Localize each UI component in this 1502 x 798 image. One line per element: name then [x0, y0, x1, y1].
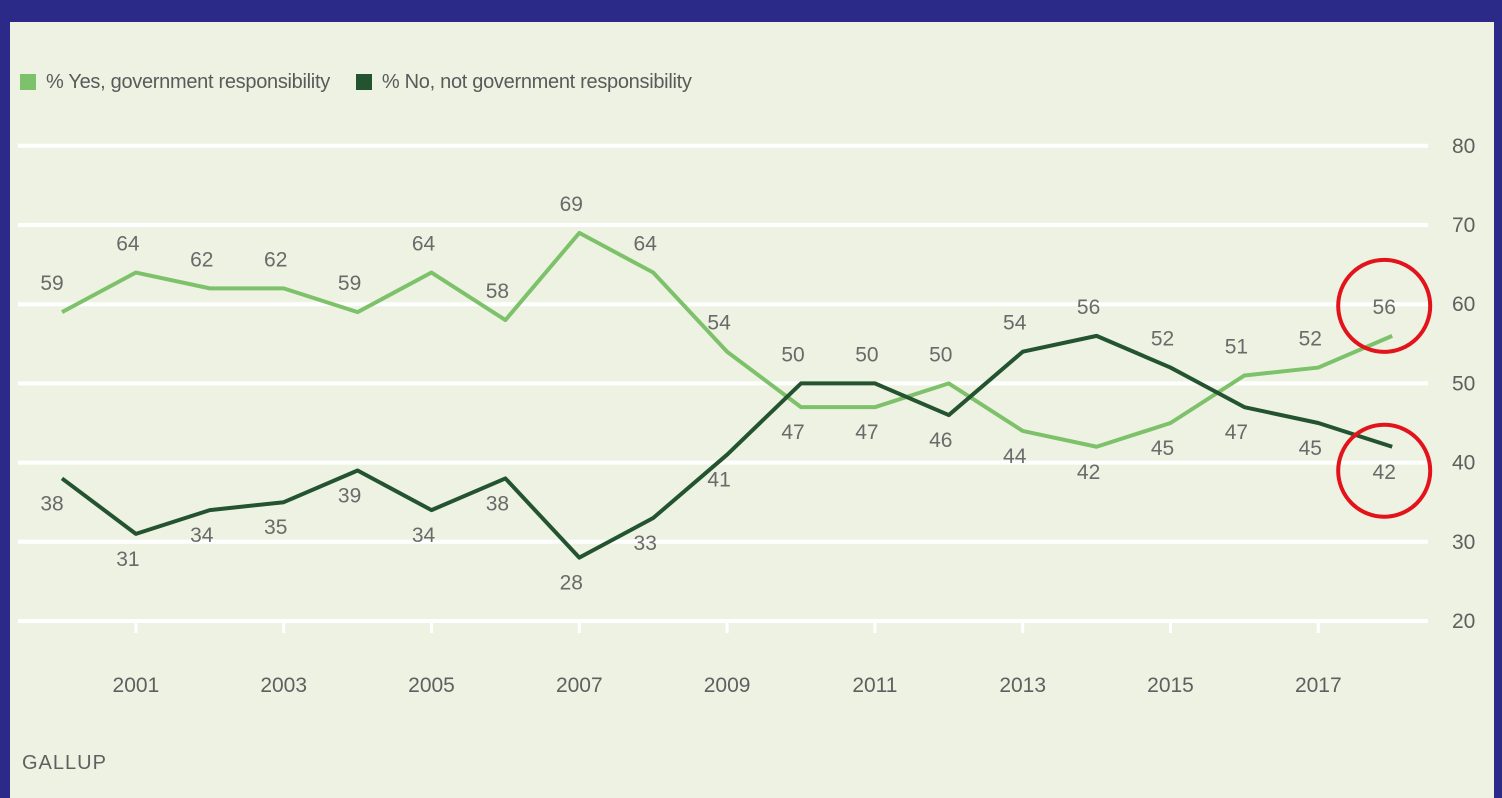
highlight-circle-no	[1336, 422, 1433, 519]
data-label-no: 50	[781, 343, 804, 366]
data-label-no: 35	[264, 516, 287, 539]
data-label-no: 33	[634, 532, 657, 555]
y-axis-ticks: 80 70 60 50 40 30 20	[1452, 135, 1475, 633]
data-label-no: 39	[338, 485, 361, 508]
data-label-yes: 62	[264, 248, 287, 271]
gridlines	[18, 143, 1428, 623]
data-label-yes: 44	[1003, 445, 1027, 468]
data-label-yes: 59	[338, 272, 361, 295]
legend-label-yes: % Yes, government responsibility	[46, 70, 330, 93]
series-lines	[60, 230, 1393, 560]
data-label-yes: 64	[634, 233, 658, 256]
y-tick-label: 80	[1452, 135, 1475, 158]
data-label-no: 52	[1151, 328, 1174, 351]
data-label-yes: 64	[116, 233, 140, 256]
x-tick-label: 2015	[1147, 674, 1194, 697]
data-label-no: 34	[412, 524, 436, 547]
chart-legend: % Yes, government responsibility % No, n…	[20, 70, 718, 94]
series-line-no	[60, 333, 1393, 560]
x-tick-label: 2001	[113, 674, 160, 697]
data-label-no: 47	[1225, 421, 1248, 444]
data-label-no: 38	[486, 492, 509, 515]
annotations	[1336, 257, 1433, 519]
source-label: GALLUP	[22, 752, 107, 774]
data-label-yes: 59	[40, 272, 63, 295]
data-label-yes: 52	[1299, 328, 1322, 351]
data-label-no: 28	[560, 572, 583, 595]
y-tick-label: 50	[1452, 372, 1475, 395]
data-label-no: 45	[1299, 437, 1322, 460]
legend-swatch-yes	[20, 74, 36, 90]
legend-item-yes: % Yes, government responsibility	[20, 71, 330, 94]
data-label-yes: 54	[707, 312, 731, 335]
y-tick-label: 70	[1452, 214, 1475, 237]
highlight-circle-yes	[1336, 257, 1433, 354]
legend-label-no: % No, not government responsibility	[381, 70, 692, 93]
legend-item-no: % No, not government responsibility	[355, 70, 692, 94]
data-label-no: 42	[1373, 461, 1396, 484]
x-tick-label: 2007	[556, 674, 603, 697]
data-label-no: 54	[1003, 312, 1027, 335]
data-label-no: 46	[929, 429, 952, 452]
x-tick-label: 2005	[408, 674, 455, 697]
legend-swatch-no	[355, 74, 372, 90]
data-label-yes: 50	[929, 343, 952, 366]
data-label-no: 56	[1077, 296, 1100, 319]
y-tick-label: 60	[1452, 293, 1475, 316]
data-label-yes: 62	[190, 248, 213, 271]
data-label-yes: 58	[486, 280, 509, 303]
series-line-yes	[61, 230, 1393, 449]
x-tick-label: 2011	[852, 674, 897, 697]
data-label-no: 41	[707, 469, 730, 492]
data-label-yes: 51	[1225, 335, 1248, 358]
data-label-yes: 56	[1373, 296, 1396, 319]
data-label-no: 31	[116, 548, 139, 571]
x-tick-label: 2009	[704, 674, 751, 697]
data-label-yes: 69	[560, 193, 583, 216]
x-tick-label: 2003	[260, 674, 307, 697]
data-label-no: 34	[190, 524, 214, 547]
data-label-yes: 64	[412, 233, 436, 256]
y-tick-label: 20	[1452, 610, 1475, 633]
data-label-no: 38	[40, 492, 63, 515]
y-tick-label: 40	[1452, 452, 1475, 475]
data-label-no: 50	[855, 343, 878, 366]
x-tick-label: 2017	[1295, 674, 1342, 697]
y-tick-label: 30	[1452, 531, 1475, 554]
data-label-yes: 47	[781, 421, 804, 444]
data-label-yes: 47	[855, 421, 878, 444]
x-axis-ticks: 2001 2003 2005 2007 2009 2011 2013 2015 2017	[113, 621, 1342, 697]
data-labels: 59 64 62 62 59 64 58 69 64 54 47 47 50 44 42 45 51 52 56 38…	[40, 193, 1396, 595]
data-label-yes: 42	[1077, 461, 1100, 484]
data-label-yes: 45	[1151, 437, 1174, 460]
chart-panel	[10, 22, 1494, 798]
x-tick-label: 2013	[999, 674, 1046, 697]
